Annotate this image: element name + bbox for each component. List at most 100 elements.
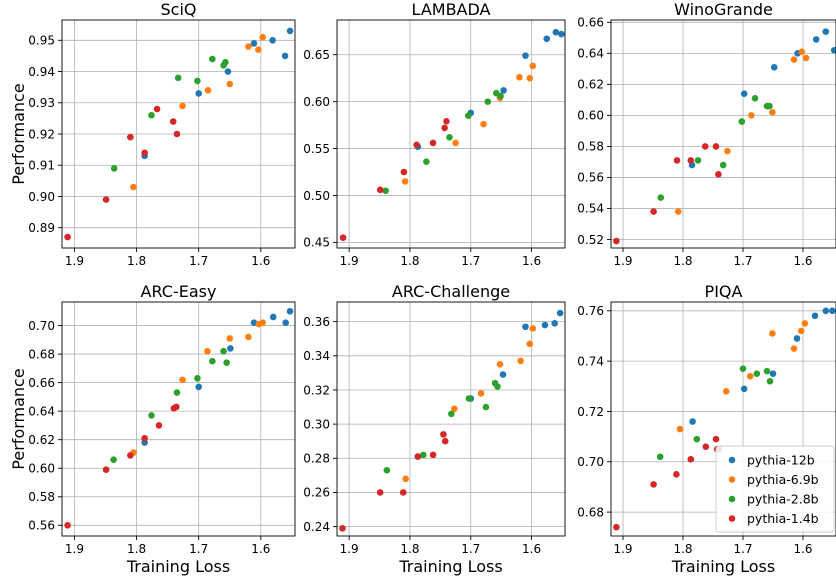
point-pythia-1.4b bbox=[613, 237, 620, 245]
y-tick-label: 0.68 bbox=[577, 505, 604, 519]
point-pythia-2.8b bbox=[766, 377, 774, 385]
x-tick-label: 1.8 bbox=[400, 542, 419, 556]
point-pythia-6.9b bbox=[402, 475, 410, 483]
point-pythia-12b bbox=[812, 36, 820, 43]
x-tick-label: 1.7 bbox=[733, 254, 752, 268]
y-tick-label: 0.68 bbox=[28, 347, 55, 361]
point-pythia-2.8b bbox=[420, 451, 427, 459]
point-pythia-2.8b bbox=[222, 58, 229, 66]
point-pythia-6.9b bbox=[179, 102, 186, 110]
point-pythia-12b bbox=[822, 307, 830, 315]
point-pythia-6.9b bbox=[769, 330, 776, 337]
point-pythia-2.8b bbox=[110, 456, 117, 463]
point-pythia-1.4b bbox=[413, 141, 420, 149]
point-pythia-2.8b bbox=[494, 383, 501, 390]
y-tick-label: 0.76 bbox=[577, 304, 604, 318]
point-pythia-6.9b bbox=[797, 327, 805, 335]
point-pythia-1.4b bbox=[141, 434, 148, 442]
point-pythia-6.9b bbox=[526, 340, 534, 348]
axes-frame bbox=[336, 19, 566, 249]
y-tick-label: 0.92 bbox=[28, 127, 55, 141]
point-pythia-6.9b bbox=[452, 139, 459, 147]
point-pythia-1.4b bbox=[613, 523, 620, 531]
x-tick-label: 1.7 bbox=[461, 254, 480, 268]
point-pythia-1.4b bbox=[701, 143, 709, 150]
point-pythia-1.4b bbox=[127, 133, 134, 141]
legend-label: pythia-6.9b bbox=[747, 472, 819, 487]
axes-frame bbox=[61, 301, 296, 537]
point-pythia-6.9b bbox=[790, 345, 798, 352]
x-axis-label: Training Loss bbox=[671, 557, 775, 576]
point-pythia-12b bbox=[282, 319, 289, 326]
point-pythia-12b bbox=[770, 64, 778, 71]
y-tick-label: 0.60 bbox=[28, 462, 55, 476]
legend: pythia-12b pythia-6.9b pythia-2.8b pythia-1… bbox=[715, 445, 835, 533]
point-pythia-2.8b bbox=[382, 187, 389, 195]
x-tick-label: 1.9 bbox=[613, 254, 632, 268]
x-tick-label: 1.6 bbox=[793, 542, 812, 556]
subplot-title: SciQ bbox=[161, 0, 197, 19]
point-pythia-2.8b bbox=[738, 118, 746, 125]
point-pythia-2.8b bbox=[194, 375, 201, 382]
point-pythia-6.9b bbox=[401, 178, 409, 185]
point-pythia-1.4b bbox=[173, 130, 181, 138]
point-pythia-6.9b bbox=[226, 80, 234, 88]
y-tick-label: 0.24 bbox=[303, 520, 330, 534]
subplot-title: ARC-Easy bbox=[141, 282, 217, 301]
point-pythia-12b bbox=[740, 90, 748, 97]
point-pythia-6.9b bbox=[259, 33, 266, 41]
y-tick-label: 0.56 bbox=[577, 171, 604, 185]
point-pythia-6.9b bbox=[529, 62, 537, 70]
point-pythia-6.9b bbox=[226, 335, 234, 342]
subplot-title: WinoGrande bbox=[674, 0, 773, 19]
x-tick-label: 1.6 bbox=[251, 254, 270, 268]
point-pythia-1.4b bbox=[429, 451, 437, 459]
point-pythia-1.4b bbox=[441, 124, 448, 132]
subplot-5: 1.9 1.8 1.7 1.6 0.24 0.26 0.28 0.30 0.32 0.34 0.36… bbox=[303, 282, 566, 576]
point-pythia-6.9b bbox=[676, 425, 684, 433]
point-pythia-2.8b bbox=[719, 161, 727, 169]
legend-box bbox=[715, 445, 835, 533]
y-tick-label: 0.62 bbox=[577, 78, 604, 92]
x-tick-label: 1.9 bbox=[613, 542, 632, 556]
point-pythia-1.4b bbox=[64, 233, 71, 241]
y-tick-label: 0.66 bbox=[577, 16, 604, 30]
subplot-title: ARC-Challenge bbox=[392, 282, 510, 301]
point-pythia-2.8b bbox=[482, 403, 490, 411]
y-tick-label: 0.45 bbox=[303, 236, 330, 250]
point-pythia-12b bbox=[551, 320, 558, 327]
point-pythia-6.9b bbox=[724, 147, 731, 155]
point-pythia-1.4b bbox=[173, 403, 180, 411]
x-tick-label: 1.6 bbox=[251, 542, 270, 556]
point-pythia-6.9b bbox=[801, 320, 809, 327]
point-pythia-6.9b bbox=[748, 112, 755, 119]
subplot-title: LAMBADA bbox=[412, 0, 491, 19]
y-tick-label: 0.58 bbox=[577, 140, 604, 154]
point-pythia-1.4b bbox=[715, 171, 722, 178]
y-tick-label: 0.70 bbox=[28, 319, 55, 333]
x-axis-label: Training Loss bbox=[126, 557, 230, 576]
point-pythia-2.8b bbox=[465, 112, 472, 119]
point-pythia-12b bbox=[522, 52, 529, 59]
y-tick-label: 0.89 bbox=[28, 221, 55, 235]
x-tick-label: 1.7 bbox=[189, 254, 208, 268]
x-tick-label: 1.9 bbox=[340, 254, 359, 268]
point-pythia-12b bbox=[250, 319, 258, 326]
y-tick-label: 0.74 bbox=[577, 354, 604, 368]
y-tick-label: 0.90 bbox=[28, 190, 55, 204]
x-tick-label: 1.7 bbox=[733, 542, 752, 556]
point-pythia-12b bbox=[740, 385, 748, 393]
point-pythia-12b bbox=[286, 27, 294, 35]
x-tick-label: 1.8 bbox=[127, 254, 146, 268]
point-pythia-12b bbox=[269, 313, 277, 321]
point-pythia-2.8b bbox=[209, 55, 216, 63]
point-pythia-6.9b bbox=[516, 73, 523, 81]
x-tick-label: 1.9 bbox=[65, 254, 84, 268]
point-pythia-2.8b bbox=[753, 370, 761, 378]
point-pythia-12b bbox=[281, 52, 289, 60]
legend-marker bbox=[728, 476, 736, 483]
point-pythia-2.8b bbox=[656, 453, 664, 461]
point-pythia-2.8b bbox=[739, 365, 747, 372]
point-pythia-1.4b bbox=[673, 157, 681, 164]
